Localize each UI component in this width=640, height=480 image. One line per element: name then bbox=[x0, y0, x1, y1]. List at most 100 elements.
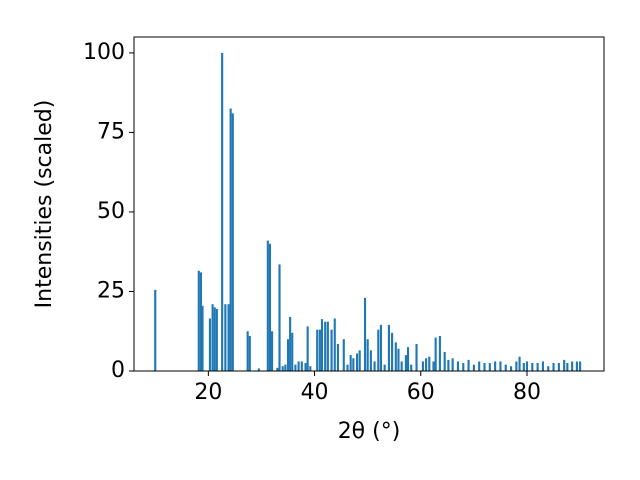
y-tick-label: 50 bbox=[97, 199, 125, 224]
bar bbox=[208, 318, 212, 371]
bar bbox=[522, 363, 525, 371]
bar bbox=[451, 358, 454, 371]
bar bbox=[552, 363, 555, 371]
bar bbox=[215, 308, 218, 371]
y-tick-label: 100 bbox=[83, 40, 125, 65]
y-tick-label: 0 bbox=[111, 358, 125, 383]
bar bbox=[525, 361, 529, 371]
bar bbox=[467, 359, 470, 371]
x-tick-label: 40 bbox=[301, 380, 329, 405]
bar bbox=[248, 336, 251, 371]
bar bbox=[246, 331, 249, 371]
bar bbox=[406, 347, 410, 371]
bar bbox=[320, 319, 324, 371]
bar bbox=[456, 361, 460, 371]
bar bbox=[531, 363, 534, 371]
bar bbox=[400, 361, 403, 371]
bar bbox=[289, 316, 292, 371]
bar bbox=[227, 304, 230, 371]
bar bbox=[266, 240, 269, 371]
bar bbox=[271, 331, 274, 371]
bar bbox=[211, 304, 214, 371]
x-tick-label: 60 bbox=[407, 380, 435, 405]
bar bbox=[447, 359, 450, 371]
bar bbox=[284, 364, 287, 371]
bar bbox=[324, 321, 327, 371]
bar bbox=[224, 304, 227, 371]
bar bbox=[154, 289, 157, 371]
bar bbox=[213, 307, 216, 371]
bar bbox=[278, 264, 281, 371]
bar bbox=[300, 361, 303, 371]
bar bbox=[462, 363, 465, 371]
x-tick-label: 20 bbox=[194, 380, 222, 405]
bar bbox=[330, 329, 333, 371]
bar bbox=[304, 363, 307, 371]
bar bbox=[478, 361, 481, 371]
y-axis-label: Intensities (scaled) bbox=[32, 100, 57, 309]
bar bbox=[499, 361, 502, 371]
bar bbox=[536, 363, 539, 371]
bar bbox=[391, 332, 394, 371]
bar bbox=[510, 366, 513, 371]
bar bbox=[355, 353, 359, 371]
bar bbox=[333, 318, 336, 371]
bar bbox=[297, 361, 300, 371]
bar bbox=[575, 361, 578, 371]
bar bbox=[221, 52, 224, 372]
bar bbox=[518, 356, 521, 371]
bar bbox=[294, 364, 297, 371]
bar bbox=[415, 343, 418, 371]
bar bbox=[443, 351, 446, 371]
bar bbox=[483, 363, 486, 371]
y-tick-label: 25 bbox=[97, 278, 125, 303]
bar bbox=[379, 324, 383, 371]
bar bbox=[199, 272, 202, 371]
x-axis-label: 2θ (°) bbox=[338, 419, 401, 444]
bar bbox=[373, 361, 376, 371]
bar bbox=[377, 329, 380, 371]
bar bbox=[358, 350, 361, 371]
bar bbox=[515, 361, 518, 371]
bar bbox=[369, 350, 372, 371]
bar bbox=[434, 337, 437, 371]
x-tick-label: 80 bbox=[513, 380, 541, 405]
bar bbox=[566, 363, 569, 371]
bar bbox=[472, 364, 475, 371]
plot-frame bbox=[133, 36, 605, 372]
bar bbox=[541, 361, 544, 371]
bar bbox=[352, 358, 355, 371]
bar bbox=[276, 367, 279, 371]
bar bbox=[309, 366, 312, 371]
bar bbox=[579, 361, 582, 371]
bar bbox=[342, 339, 345, 371]
bar bbox=[504, 364, 507, 371]
bar bbox=[428, 356, 431, 371]
bar bbox=[363, 297, 367, 371]
bar bbox=[432, 361, 435, 371]
y-tick-label: 75 bbox=[97, 119, 125, 144]
bar bbox=[425, 358, 428, 371]
bar bbox=[197, 270, 200, 371]
bar bbox=[404, 355, 407, 371]
bar bbox=[229, 108, 232, 372]
bar bbox=[571, 361, 574, 371]
bar bbox=[410, 364, 413, 371]
bar bbox=[557, 363, 560, 371]
bar bbox=[563, 359, 566, 371]
bar bbox=[387, 324, 390, 371]
bar bbox=[318, 329, 321, 371]
bar bbox=[336, 343, 339, 371]
bar bbox=[383, 364, 386, 371]
bar bbox=[366, 339, 369, 371]
bar bbox=[349, 355, 352, 371]
bar bbox=[201, 305, 204, 371]
bar bbox=[394, 342, 397, 371]
bar bbox=[397, 348, 400, 371]
bar bbox=[326, 321, 329, 371]
bar bbox=[316, 329, 319, 371]
bar bbox=[231, 113, 234, 371]
bar bbox=[438, 336, 441, 371]
bar bbox=[488, 363, 491, 371]
